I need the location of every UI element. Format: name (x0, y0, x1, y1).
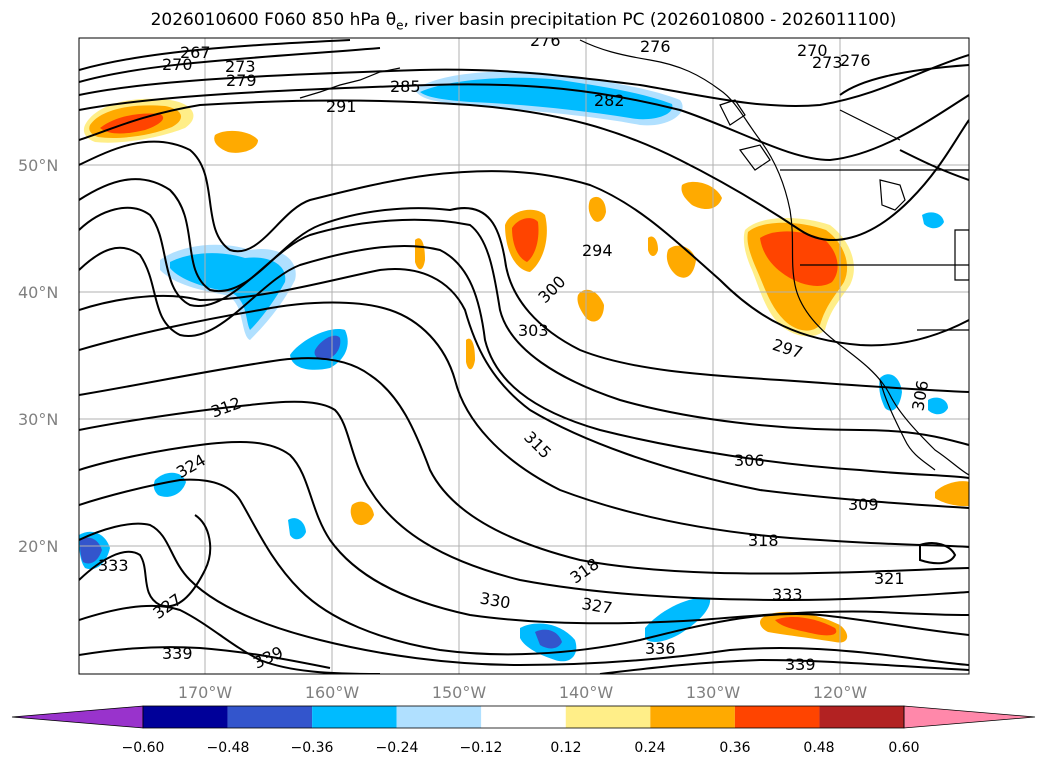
contour-label: 276 (840, 51, 871, 70)
shade-orange-se (935, 481, 969, 507)
colorbar-segment (481, 706, 566, 728)
colorbar-segment (650, 706, 735, 728)
colorbar-extend-high (903, 705, 1036, 729)
contour-label: 339 (162, 644, 193, 663)
contour-label: 321 (874, 569, 905, 588)
contour-label: 273 (812, 53, 843, 72)
shade-blue-baja-2 (928, 397, 948, 415)
shade-red-south (775, 616, 837, 636)
contour-label: 318 (748, 531, 779, 550)
colorbar-tick: 0.12 (550, 740, 581, 756)
shade-orange-132w (666, 245, 696, 278)
lon-label: 130°W (686, 683, 741, 702)
map-title: 2026010600 F060 850 hPa θe, river basin … (0, 10, 1047, 32)
shade-purple-sw (80, 537, 102, 564)
title-rest: , river basin precipitation PC (20260108… (403, 10, 897, 30)
shade-blue-south-2 (645, 597, 711, 642)
lat-label: 50°N (18, 156, 58, 175)
contour-label: 303 (518, 321, 549, 340)
shade-blue-160w (288, 518, 306, 540)
lon-label: 120°W (813, 683, 868, 702)
contour-label: 285 (390, 77, 421, 96)
colorbar-extend-low (11, 705, 144, 729)
colorbar-tick: 0.24 (634, 740, 665, 756)
shade-blue-167w (153, 472, 186, 497)
colorbar-segment (396, 706, 482, 728)
lon-label: 150°W (432, 683, 487, 702)
contour-label: 273 (225, 57, 256, 76)
shade-orange-small-1 (214, 130, 258, 153)
colorbar-frame (142, 705, 905, 729)
title-subscript: e (396, 18, 404, 33)
contour-label: 279 (226, 71, 257, 90)
colorbar-segment (227, 706, 313, 728)
lon-label: 160°W (305, 683, 360, 702)
shade-blue-baja (879, 374, 902, 411)
contour-label: 339 (785, 655, 816, 674)
shade-red-coast (760, 231, 838, 286)
contour-label: 267 (180, 43, 211, 62)
shade-orange-138w (588, 196, 606, 222)
contour-label: 291 (326, 97, 357, 116)
contour-label: 270 (162, 55, 193, 74)
colorbar-segment (143, 706, 228, 728)
shade-purple-south (535, 629, 562, 649)
shade-orange-tiny-3 (648, 236, 658, 256)
shade-purple-mid (314, 335, 341, 360)
shade-orange-131w (681, 181, 722, 210)
shade-orange-140w (577, 289, 604, 322)
colorbar-segment (312, 706, 397, 728)
theta-e-contours (79, 39, 969, 674)
contour-label: 294 (582, 241, 613, 260)
contour-label: 333 (772, 585, 803, 604)
colorbar-tick: −0.60 (122, 740, 165, 756)
contour-label: 282 (594, 91, 625, 110)
contour-label: 336 (645, 639, 676, 658)
lat-label: 40°N (18, 283, 58, 302)
shade-cyan-gulf (420, 77, 673, 120)
lon-label: 170°W (178, 683, 233, 702)
lat-label: 30°N (18, 410, 58, 429)
colorbar-tick: 0.36 (719, 740, 750, 756)
colorbar-tick: −0.24 (376, 740, 419, 756)
lat-labels: 50°N 40°N 30°N 20°N (18, 156, 58, 556)
map-panel: 267 270 273 279 285 291 282 270 273 276 … (79, 31, 969, 674)
contour-label: 276 (530, 31, 561, 50)
shade-orange-tiny-2 (466, 338, 475, 370)
shade-orange-155w (350, 501, 374, 526)
contour-label: 309 (848, 495, 879, 514)
shade-dark-nw (100, 113, 164, 134)
colorbar-ticks: −0.60 −0.48 −0.36 −0.24 −0.12 0.12 0.24 … (122, 740, 920, 756)
lat-label: 20°N (18, 537, 58, 556)
contour-label: 276 (640, 37, 671, 56)
colorbar: −0.60 −0.48 −0.36 −0.24 −0.12 0.12 0.24 … (11, 705, 1036, 756)
colorbar-tick: −0.48 (207, 740, 250, 756)
contour-label: 270 (797, 41, 828, 60)
lon-label: 140°W (559, 683, 614, 702)
shade-red-145w (512, 218, 539, 262)
colorbar-tick: −0.36 (291, 740, 334, 756)
colorbar-segment (565, 706, 651, 728)
shade-blue-ne (922, 212, 944, 229)
graticule (79, 38, 969, 674)
colorbar-segment (819, 706, 904, 728)
contour-label: 333 (98, 556, 129, 575)
lon-labels: 170°W 160°W 150°W 140°W 130°W 120°W (178, 683, 868, 702)
colorbar-tick: −0.12 (460, 740, 503, 756)
map-frame (78, 37, 970, 675)
colorbar-tick: 0.60 (888, 740, 919, 756)
colorbar-tick: 0.48 (803, 740, 834, 756)
colorbar-segment (734, 706, 820, 728)
title-main: 2026010600 F060 850 hPa θ (150, 10, 397, 30)
contour-label: 306 (734, 451, 765, 470)
colorbar-segments (11, 705, 1036, 729)
